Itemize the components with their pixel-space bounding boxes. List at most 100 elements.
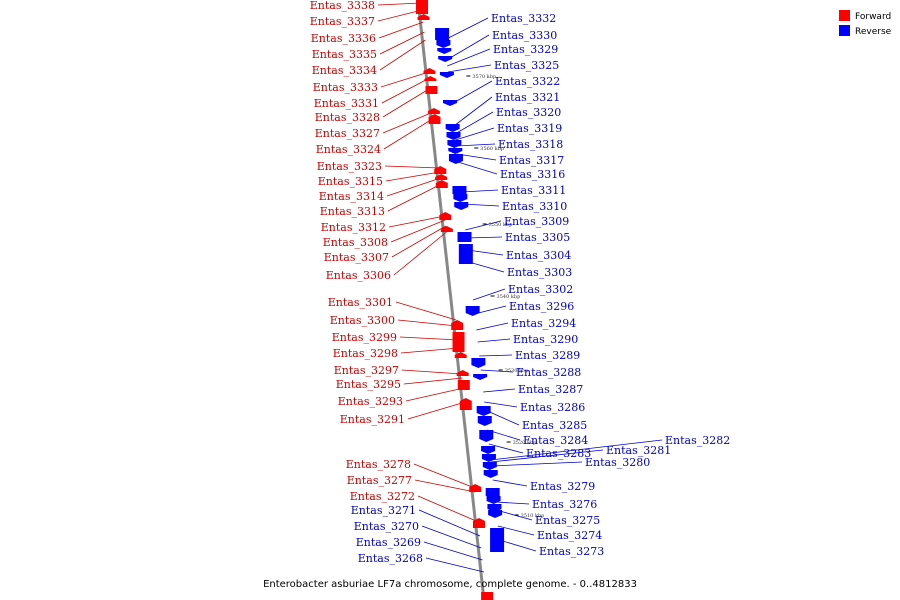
gene-label-forward[interactable]: Entas_3293 (338, 395, 403, 408)
gene-label-forward[interactable]: Entas_3312 (321, 221, 386, 234)
gene-label-reverse[interactable]: Entas_3311 (501, 184, 566, 197)
reverse-gene-feature[interactable] (465, 306, 480, 316)
gene-label-reverse[interactable]: Entas_3332 (491, 12, 556, 25)
gene-label-forward[interactable]: Entas_3331 (314, 97, 379, 110)
forward-gene-feature[interactable] (423, 68, 436, 74)
forward-gene-feature[interactable] (472, 518, 485, 528)
gene-label-forward[interactable]: Entas_3271 (351, 504, 416, 517)
reverse-gene-feature[interactable] (438, 56, 453, 62)
gene-label-forward[interactable]: Entas_3323 (317, 160, 382, 173)
reverse-gene-feature[interactable] (448, 154, 463, 164)
gene-label-reverse[interactable]: Entas_3296 (509, 300, 574, 313)
gene-label-reverse[interactable]: Entas_3325 (494, 59, 559, 72)
reverse-gene-feature[interactable] (435, 28, 450, 40)
gene-label-reverse[interactable]: Entas_3275 (535, 514, 600, 527)
reverse-gene-feature[interactable] (482, 462, 497, 470)
forward-gene-feature[interactable] (457, 380, 470, 390)
gene-label-reverse[interactable]: Entas_3290 (513, 333, 578, 346)
forward-gene-feature[interactable] (417, 14, 430, 20)
forward-gene-feature[interactable] (452, 332, 465, 352)
forward-gene-feature[interactable] (434, 166, 447, 174)
reverse-gene-feature[interactable] (481, 454, 496, 462)
reverse-gene-feature[interactable] (453, 194, 468, 202)
gene-label-forward[interactable]: Entas_3313 (320, 205, 385, 218)
gene-label-forward[interactable]: Entas_3300 (330, 314, 395, 327)
reverse-gene-feature[interactable] (452, 186, 467, 194)
reverse-gene-feature[interactable] (486, 496, 501, 504)
forward-gene-feature[interactable] (451, 320, 464, 330)
gene-label-reverse[interactable]: Entas_3288 (516, 366, 581, 379)
gene-label-reverse[interactable]: Entas_3303 (507, 266, 572, 279)
reverse-gene-feature[interactable] (458, 244, 473, 264)
gene-label-reverse[interactable]: Entas_3304 (506, 249, 571, 262)
gene-label-reverse[interactable]: Entas_3329 (493, 43, 558, 56)
reverse-gene-feature[interactable] (457, 232, 472, 242)
reverse-gene-feature[interactable] (483, 470, 498, 478)
gene-label-forward[interactable]: Entas_3314 (319, 190, 384, 203)
forward-gene-feature[interactable] (469, 484, 482, 492)
gene-label-forward[interactable]: Entas_3334 (312, 64, 377, 77)
reverse-gene-feature[interactable] (447, 140, 462, 148)
gene-label-forward[interactable]: Entas_3338 (310, 0, 375, 12)
gene-label-forward[interactable]: Entas_3333 (313, 81, 378, 94)
gene-label-reverse[interactable]: Entas_3284 (523, 434, 588, 447)
gene-label-reverse[interactable]: Entas_3276 (532, 498, 597, 511)
gene-label-reverse[interactable]: Entas_3320 (496, 106, 561, 119)
forward-gene-feature[interactable] (459, 398, 472, 410)
forward-gene-feature[interactable] (427, 108, 440, 114)
gene-label-forward[interactable]: Entas_3299 (332, 331, 397, 344)
gene-label-forward[interactable]: Entas_3269 (356, 536, 421, 549)
reverse-gene-feature[interactable] (448, 148, 463, 154)
reverse-gene-feature[interactable] (476, 406, 491, 416)
reverse-gene-feature[interactable] (445, 124, 460, 132)
forward-gene-feature[interactable] (440, 226, 453, 232)
gene-label-forward[interactable]: Entas_3327 (315, 127, 380, 140)
forward-gene-feature[interactable] (456, 370, 469, 376)
gene-label-reverse[interactable]: Entas_3310 (502, 200, 567, 213)
gene-label-forward[interactable]: Entas_3272 (350, 490, 415, 503)
gene-label-reverse[interactable]: Entas_3283 (526, 447, 591, 460)
forward-gene-feature[interactable] (435, 180, 448, 188)
gene-label-reverse[interactable]: Entas_3319 (497, 122, 562, 135)
reverse-gene-feature[interactable] (471, 358, 486, 368)
gene-label-reverse[interactable]: Entas_3321 (495, 91, 560, 104)
gene-label-forward[interactable]: Entas_3337 (310, 15, 375, 28)
gene-label-forward[interactable]: Entas_3297 (334, 364, 399, 377)
gene-label-reverse[interactable]: Entas_3309 (504, 215, 569, 228)
gene-label-reverse[interactable]: Entas_3285 (522, 419, 587, 432)
gene-label-forward[interactable]: Entas_3291 (340, 413, 405, 426)
gene-label-forward[interactable]: Entas_3277 (347, 474, 412, 487)
gene-label-forward[interactable]: Entas_3307 (324, 251, 389, 264)
gene-label-reverse[interactable]: Entas_3294 (511, 317, 576, 330)
gene-label-forward[interactable]: Entas_3268 (358, 552, 423, 565)
forward-gene-feature[interactable] (416, 0, 428, 14)
gene-label-reverse[interactable]: Entas_3273 (539, 545, 604, 558)
reverse-gene-feature[interactable] (454, 202, 469, 210)
forward-gene-feature[interactable] (424, 76, 437, 81)
gene-label-reverse[interactable]: Entas_3318 (498, 138, 563, 151)
forward-gene-feature[interactable] (439, 212, 452, 220)
gene-label-reverse[interactable]: Entas_3305 (505, 231, 570, 244)
gene-label-reverse[interactable]: Entas_3282 (665, 434, 730, 447)
gene-label-forward[interactable]: Entas_3324 (316, 143, 381, 156)
reverse-gene-feature[interactable] (488, 510, 503, 518)
forward-gene-feature[interactable] (454, 352, 467, 358)
reverse-gene-feature[interactable] (479, 430, 494, 442)
gene-label-reverse[interactable]: Entas_3330 (492, 29, 557, 42)
gene-label-forward[interactable]: Entas_3336 (311, 32, 376, 45)
reverse-gene-feature[interactable] (437, 48, 452, 54)
reverse-gene-feature[interactable] (443, 100, 457, 106)
gene-label-reverse[interactable]: Entas_3317 (499, 154, 564, 167)
gene-label-reverse[interactable]: Entas_3286 (520, 401, 585, 414)
gene-label-forward[interactable]: Entas_3295 (336, 378, 401, 391)
gene-label-reverse[interactable]: Entas_3280 (585, 456, 650, 469)
gene-label-forward[interactable]: Entas_3308 (323, 236, 388, 249)
reverse-gene-feature[interactable] (473, 374, 488, 380)
gene-label-forward[interactable]: Entas_3298 (333, 347, 398, 360)
gene-label-forward[interactable]: Entas_3306 (326, 269, 391, 282)
gene-label-forward[interactable]: Entas_3270 (354, 520, 419, 533)
reverse-gene-feature[interactable] (446, 132, 461, 140)
gene-label-forward[interactable]: Entas_3278 (346, 458, 411, 471)
gene-label-reverse[interactable]: Entas_3274 (537, 529, 602, 542)
reverse-gene-feature[interactable] (436, 40, 451, 48)
